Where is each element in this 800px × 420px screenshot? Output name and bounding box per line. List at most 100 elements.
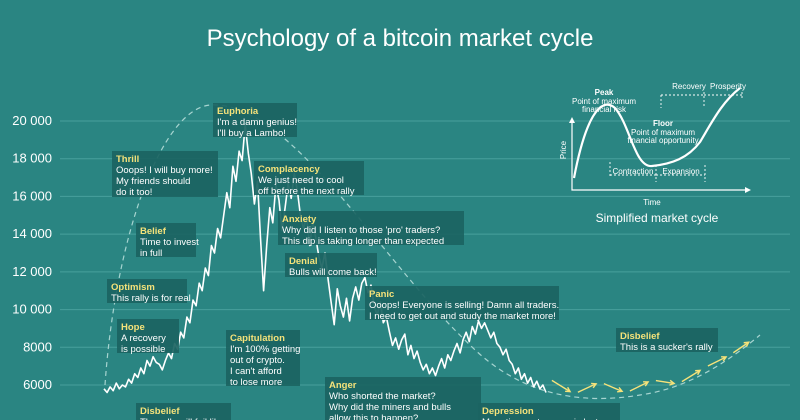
inset-phase-markers <box>609 92 743 182</box>
annotation-line: to lose more <box>230 377 282 388</box>
inset-curve <box>572 87 741 179</box>
annotation-line: My retirement money is lost. <box>482 417 601 420</box>
inset-floor-line-2: financial opportunity <box>627 136 698 145</box>
y-tick-label: 10 000 <box>12 302 52 317</box>
annotation-box <box>254 161 364 195</box>
annotation-line: My friends should <box>116 176 190 187</box>
annotation-line: Why did I listen to those 'pro' traders? <box>282 225 440 236</box>
inset-peak-line-1: Point of maximum <box>572 97 636 106</box>
annotation-line: I'm a damn genius! <box>217 117 297 128</box>
projection-arrow <box>732 341 750 354</box>
inset-peak-title: Peak <box>595 88 614 97</box>
projection-arrow <box>551 379 571 393</box>
inset-arrow-up <box>569 117 575 123</box>
annotation-box <box>616 328 718 352</box>
annotation-title: Depression <box>482 406 534 417</box>
y-tick-label: 8000 <box>23 339 52 354</box>
y-tick-label: 12 000 <box>12 264 52 279</box>
inset-caption: Simplified market cycle <box>596 211 719 225</box>
projection-arrowhead <box>565 386 572 393</box>
y-tick-label: 6000 <box>23 377 52 392</box>
annotation-title: Denial <box>289 256 318 267</box>
y-tick-label: 18 000 <box>12 151 52 166</box>
inset-phase-recovery: Recovery <box>672 82 706 91</box>
inset-ylabel: Price <box>559 140 568 159</box>
y-axis-ticks: 20 000 18 000 16 000 14 000 12 000 10 000 8000… <box>12 113 52 392</box>
annotation-box <box>136 403 231 420</box>
annotation-line: is possible <box>121 344 165 355</box>
annotation-line: Why did the miners and bulls <box>329 402 451 413</box>
annotation-line: The rally will fail like <box>140 417 224 420</box>
projection-arrowhead <box>743 341 750 348</box>
annotation-box <box>478 403 620 420</box>
annotation-line: This is a sucker's rally <box>620 342 713 353</box>
inset-peak-line-2: financial risk <box>582 105 627 114</box>
y-tick-label: 16 000 <box>12 188 52 203</box>
annotation-title: Euphoria <box>217 106 259 117</box>
annotation-line: in full <box>140 248 162 259</box>
annotation-box <box>213 103 297 137</box>
annotation-line: do it too! <box>116 187 152 198</box>
inset-floor-line-1: Point of maximum <box>631 128 695 137</box>
inset-phase-expansion: Expansion <box>662 167 699 176</box>
annotation-title: Anxiety <box>282 214 317 225</box>
annotation-line: Time to invest <box>140 237 199 248</box>
annotation-line: This dip is taking longer than expected <box>282 236 444 247</box>
y-tick-label: 14 000 <box>12 226 52 241</box>
annotation-title: Thrill <box>116 154 139 165</box>
projection-arrow <box>655 379 675 385</box>
projection-arrow <box>603 383 623 392</box>
projection-arrowhead <box>695 369 702 376</box>
inset-arrow-right <box>745 187 751 193</box>
annotation-box <box>117 319 179 353</box>
annotation-line: I can't afford <box>230 366 282 377</box>
inset-phase-contraction: Contraction <box>613 167 654 176</box>
projection-arrow <box>681 369 701 383</box>
annotation-line: Ooops! I will buy more! <box>116 165 213 176</box>
annotation-line: I'm 100% getting <box>230 344 300 355</box>
annotation-title: Anger <box>329 380 357 391</box>
annotation-box <box>325 377 481 420</box>
annotation-box <box>226 330 300 386</box>
annotation-title: Disbelief <box>140 406 180 417</box>
annotation-title: Belief <box>140 226 167 237</box>
annotation-line: allow this to happen? <box>329 413 418 420</box>
inset-xlabel: Time <box>643 198 661 207</box>
projection-arrow <box>577 383 597 393</box>
annotation-title: Panic <box>369 289 394 300</box>
annotation-line: I'll buy a Lambo! <box>217 128 286 139</box>
annotation-box <box>107 279 187 303</box>
y-tick-label: 20 000 <box>12 113 52 128</box>
inset-phase-prosperity: Prosperity <box>710 82 746 91</box>
annotation-line: Ooops! Everyone is selling! Damn all tra… <box>369 300 559 311</box>
annotation-line: Who shorted the market? <box>329 391 436 402</box>
annotation-title: Optimism <box>111 282 155 293</box>
annotation-line: A recovery <box>121 333 166 344</box>
projection-arrow <box>707 356 727 367</box>
projection-arrows <box>551 341 750 393</box>
annotation-line: This rally is for real <box>111 293 191 304</box>
annotation-box <box>112 151 218 197</box>
projection-arrowhead <box>591 382 598 389</box>
annotation-line: I need to get out and study the market m… <box>369 311 556 322</box>
projection-arrowhead <box>669 379 676 386</box>
inset-floor-title: Floor <box>653 119 673 128</box>
projection-arrowhead <box>721 356 728 362</box>
annotation-title: Hope <box>121 322 145 333</box>
annotation-line: We just need to cool <box>258 175 344 186</box>
projection-arrow <box>629 381 649 392</box>
inset-axes <box>571 120 748 191</box>
annotation-line: out of crypto. <box>230 355 285 366</box>
annotation-box <box>365 286 559 320</box>
projection-arrowhead <box>617 386 624 393</box>
simplified-cycle-inset: Price Time Peak Point of maximum financi… <box>559 82 751 225</box>
annotation-box <box>285 253 377 277</box>
annotation-title: Complacency <box>258 164 320 175</box>
annotation-box <box>278 211 464 245</box>
annotation-box <box>136 223 196 257</box>
annotation-line: Bulls will come back! <box>289 267 377 278</box>
annotation-line: off before the next rally <box>258 186 355 197</box>
